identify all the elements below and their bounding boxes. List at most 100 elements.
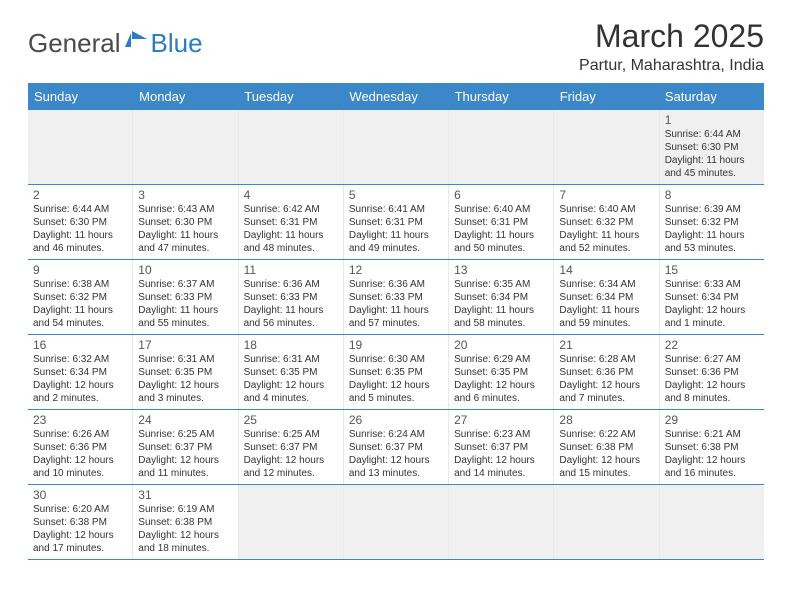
- sunset-line: Sunset: 6:30 PM: [138, 216, 232, 229]
- daylight-line: Daylight: 11 hours and 55 minutes.: [138, 304, 232, 330]
- daylight-line: Daylight: 12 hours and 1 minute.: [665, 304, 759, 330]
- sunrise-line: Sunrise: 6:24 AM: [349, 428, 443, 441]
- day-number: 25: [244, 413, 338, 427]
- day-number: 1: [665, 113, 759, 127]
- sunset-line: Sunset: 6:31 PM: [244, 216, 338, 229]
- sunset-line: Sunset: 6:36 PM: [33, 441, 127, 454]
- day-number: 24: [138, 413, 232, 427]
- daylight-line: Daylight: 12 hours and 4 minutes.: [244, 379, 338, 405]
- sunset-line: Sunset: 6:30 PM: [33, 216, 127, 229]
- day-number: 22: [665, 338, 759, 352]
- day-number: 3: [138, 188, 232, 202]
- sunset-line: Sunset: 6:34 PM: [33, 366, 127, 379]
- day-number: 30: [33, 488, 127, 502]
- calendar-cell: 19Sunrise: 6:30 AMSunset: 6:35 PMDayligh…: [344, 335, 449, 409]
- day-number: 31: [138, 488, 232, 502]
- calendar-cell: 26Sunrise: 6:24 AMSunset: 6:37 PMDayligh…: [344, 410, 449, 484]
- calendar-body: 1Sunrise: 6:44 AMSunset: 6:30 PMDaylight…: [28, 110, 764, 560]
- calendar-cell: 20Sunrise: 6:29 AMSunset: 6:35 PMDayligh…: [449, 335, 554, 409]
- sunset-line: Sunset: 6:38 PM: [138, 516, 232, 529]
- day-number: 5: [349, 188, 443, 202]
- calendar-cell: 10Sunrise: 6:37 AMSunset: 6:33 PMDayligh…: [133, 260, 238, 334]
- sunrise-line: Sunrise: 6:27 AM: [665, 353, 759, 366]
- calendar-cell: 29Sunrise: 6:21 AMSunset: 6:38 PMDayligh…: [660, 410, 764, 484]
- day-number: 10: [138, 263, 232, 277]
- daylight-line: Daylight: 12 hours and 6 minutes.: [454, 379, 548, 405]
- daylight-line: Daylight: 12 hours and 15 minutes.: [559, 454, 653, 480]
- day-number: 7: [559, 188, 653, 202]
- calendar-row: 2Sunrise: 6:44 AMSunset: 6:30 PMDaylight…: [28, 185, 764, 260]
- calendar-row: 16Sunrise: 6:32 AMSunset: 6:34 PMDayligh…: [28, 335, 764, 410]
- sunrise-line: Sunrise: 6:43 AM: [138, 203, 232, 216]
- sunrise-line: Sunrise: 6:41 AM: [349, 203, 443, 216]
- calendar-cell: 13Sunrise: 6:35 AMSunset: 6:34 PMDayligh…: [449, 260, 554, 334]
- weekday-header: Thursday: [449, 83, 554, 110]
- calendar-cell-empty: [239, 110, 344, 184]
- calendar-cell: 8Sunrise: 6:39 AMSunset: 6:32 PMDaylight…: [660, 185, 764, 259]
- day-number: 15: [665, 263, 759, 277]
- daylight-line: Daylight: 11 hours and 56 minutes.: [244, 304, 338, 330]
- sunrise-line: Sunrise: 6:44 AM: [33, 203, 127, 216]
- calendar-cell: 3Sunrise: 6:43 AMSunset: 6:30 PMDaylight…: [133, 185, 238, 259]
- day-number: 11: [244, 263, 338, 277]
- calendar-cell: 5Sunrise: 6:41 AMSunset: 6:31 PMDaylight…: [344, 185, 449, 259]
- sunset-line: Sunset: 6:38 PM: [559, 441, 653, 454]
- sunset-line: Sunset: 6:37 PM: [138, 441, 232, 454]
- calendar-row: 9Sunrise: 6:38 AMSunset: 6:32 PMDaylight…: [28, 260, 764, 335]
- calendar-cell: 22Sunrise: 6:27 AMSunset: 6:36 PMDayligh…: [660, 335, 764, 409]
- day-number: 27: [454, 413, 548, 427]
- day-number: 13: [454, 263, 548, 277]
- calendar-header-row: SundayMondayTuesdayWednesdayThursdayFrid…: [28, 83, 764, 110]
- calendar-cell: 4Sunrise: 6:42 AMSunset: 6:31 PMDaylight…: [239, 185, 344, 259]
- sunrise-line: Sunrise: 6:34 AM: [559, 278, 653, 291]
- sunrise-line: Sunrise: 6:36 AM: [244, 278, 338, 291]
- calendar-cell: 24Sunrise: 6:25 AMSunset: 6:37 PMDayligh…: [133, 410, 238, 484]
- logo: General Blue: [28, 28, 203, 59]
- daylight-line: Daylight: 12 hours and 13 minutes.: [349, 454, 443, 480]
- daylight-line: Daylight: 12 hours and 3 minutes.: [138, 379, 232, 405]
- day-number: 29: [665, 413, 759, 427]
- logo-text-general: General: [28, 28, 121, 59]
- sunset-line: Sunset: 6:32 PM: [33, 291, 127, 304]
- calendar-cell-empty: [344, 110, 449, 184]
- daylight-line: Daylight: 11 hours and 57 minutes.: [349, 304, 443, 330]
- daylight-line: Daylight: 11 hours and 54 minutes.: [33, 304, 127, 330]
- daylight-line: Daylight: 12 hours and 18 minutes.: [138, 529, 232, 555]
- daylight-line: Daylight: 11 hours and 58 minutes.: [454, 304, 548, 330]
- calendar-cell: 1Sunrise: 6:44 AMSunset: 6:30 PMDaylight…: [660, 110, 764, 184]
- daylight-line: Daylight: 12 hours and 12 minutes.: [244, 454, 338, 480]
- calendar: SundayMondayTuesdayWednesdayThursdayFrid…: [28, 83, 764, 560]
- sunrise-line: Sunrise: 6:35 AM: [454, 278, 548, 291]
- daylight-line: Daylight: 12 hours and 2 minutes.: [33, 379, 127, 405]
- calendar-cell: 21Sunrise: 6:28 AMSunset: 6:36 PMDayligh…: [554, 335, 659, 409]
- calendar-cell-empty: [449, 485, 554, 559]
- daylight-line: Daylight: 12 hours and 16 minutes.: [665, 454, 759, 480]
- flag-icon: [125, 29, 149, 54]
- sunrise-line: Sunrise: 6:40 AM: [454, 203, 548, 216]
- daylight-line: Daylight: 11 hours and 59 minutes.: [559, 304, 653, 330]
- sunset-line: Sunset: 6:36 PM: [665, 366, 759, 379]
- calendar-cell-empty: [239, 485, 344, 559]
- calendar-cell: 12Sunrise: 6:36 AMSunset: 6:33 PMDayligh…: [344, 260, 449, 334]
- sunset-line: Sunset: 6:33 PM: [349, 291, 443, 304]
- day-number: 26: [349, 413, 443, 427]
- day-number: 16: [33, 338, 127, 352]
- weekday-header: Wednesday: [343, 83, 448, 110]
- sunrise-line: Sunrise: 6:28 AM: [559, 353, 653, 366]
- sunset-line: Sunset: 6:33 PM: [138, 291, 232, 304]
- page-header: General Blue March 2025 Partur, Maharash…: [28, 18, 764, 75]
- calendar-row: 30Sunrise: 6:20 AMSunset: 6:38 PMDayligh…: [28, 485, 764, 560]
- calendar-cell: 11Sunrise: 6:36 AMSunset: 6:33 PMDayligh…: [239, 260, 344, 334]
- sunrise-line: Sunrise: 6:19 AM: [138, 503, 232, 516]
- sunset-line: Sunset: 6:33 PM: [244, 291, 338, 304]
- calendar-cell: 27Sunrise: 6:23 AMSunset: 6:37 PMDayligh…: [449, 410, 554, 484]
- daylight-line: Daylight: 12 hours and 11 minutes.: [138, 454, 232, 480]
- daylight-line: Daylight: 11 hours and 47 minutes.: [138, 229, 232, 255]
- daylight-line: Daylight: 11 hours and 52 minutes.: [559, 229, 653, 255]
- sunrise-line: Sunrise: 6:32 AM: [33, 353, 127, 366]
- sunset-line: Sunset: 6:34 PM: [559, 291, 653, 304]
- sunrise-line: Sunrise: 6:31 AM: [138, 353, 232, 366]
- sunrise-line: Sunrise: 6:26 AM: [33, 428, 127, 441]
- weekday-header: Saturday: [659, 83, 764, 110]
- sunset-line: Sunset: 6:37 PM: [349, 441, 443, 454]
